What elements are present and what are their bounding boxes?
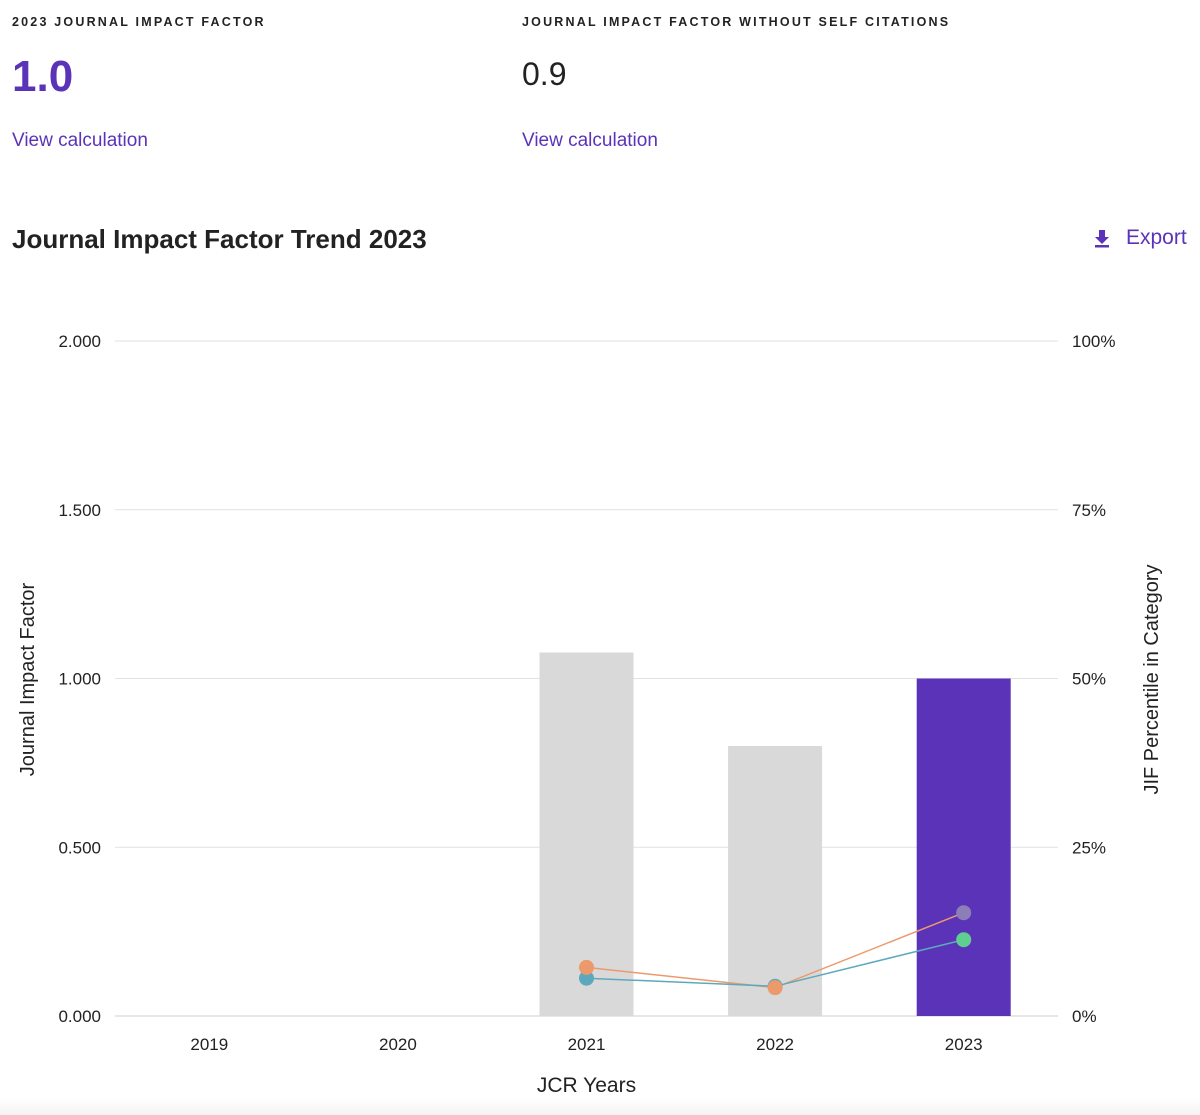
series-point: [956, 932, 972, 948]
series-point: [767, 980, 783, 996]
x-tick-label: 2020: [379, 1035, 417, 1054]
x-tick-label: 2023: [945, 1035, 983, 1054]
y2-axis-title: JIF Percentile in Category: [1141, 564, 1163, 794]
series-point: [956, 905, 972, 921]
jif-view-calculation-link[interactable]: View calculation: [12, 130, 148, 151]
jif-no-self-metric-label: JOURNAL IMPACT FACTOR WITHOUT SELF CITAT…: [522, 15, 951, 29]
y-axis-title: Journal Impact Factor: [17, 582, 39, 776]
bar: [728, 746, 823, 1016]
jif-no-self-metric-value: 0.9: [522, 56, 567, 92]
bar: [539, 652, 634, 1016]
x-tick-label: 2022: [756, 1035, 794, 1054]
y-tick-label: 2.000: [58, 332, 101, 351]
y2-tick-label: 75%: [1072, 501, 1106, 520]
bar-current-year: [916, 678, 1011, 1016]
export-button[interactable]: Export: [1092, 226, 1187, 250]
y-tick-label: 1.000: [58, 670, 101, 689]
x-axis-title: JCR Years: [537, 1074, 636, 1097]
bottom-fade: [0, 1099, 1200, 1115]
y2-tick-label: 0%: [1072, 1007, 1097, 1026]
jif-metric-label: 2023 JOURNAL IMPACT FACTOR: [12, 15, 266, 29]
series-point: [579, 959, 594, 975]
export-label: Export: [1126, 226, 1187, 249]
y-tick-label: 0.000: [58, 1007, 101, 1026]
y-tick-label: 1.500: [58, 501, 101, 520]
y2-tick-label: 25%: [1072, 838, 1106, 857]
jif-metric-value: 1.0: [12, 52, 74, 101]
y2-tick-label: 50%: [1072, 670, 1106, 689]
jif-no-self-view-calculation-link[interactable]: View calculation: [522, 130, 658, 151]
y2-tick-label: 100%: [1072, 332, 1115, 351]
x-tick-label: 2019: [190, 1035, 228, 1054]
jif-trend-chart: 0.000 0.500 1.000 1.500 2.000 0% 25% 50% 75% 100%…: [17, 332, 1163, 1097]
download-icon: [1092, 228, 1112, 248]
trend-title: Journal Impact Factor Trend 2023: [12, 224, 427, 254]
x-tick-label: 2021: [568, 1035, 606, 1054]
series-point: [579, 970, 594, 986]
y-tick-label: 0.500: [58, 838, 101, 857]
